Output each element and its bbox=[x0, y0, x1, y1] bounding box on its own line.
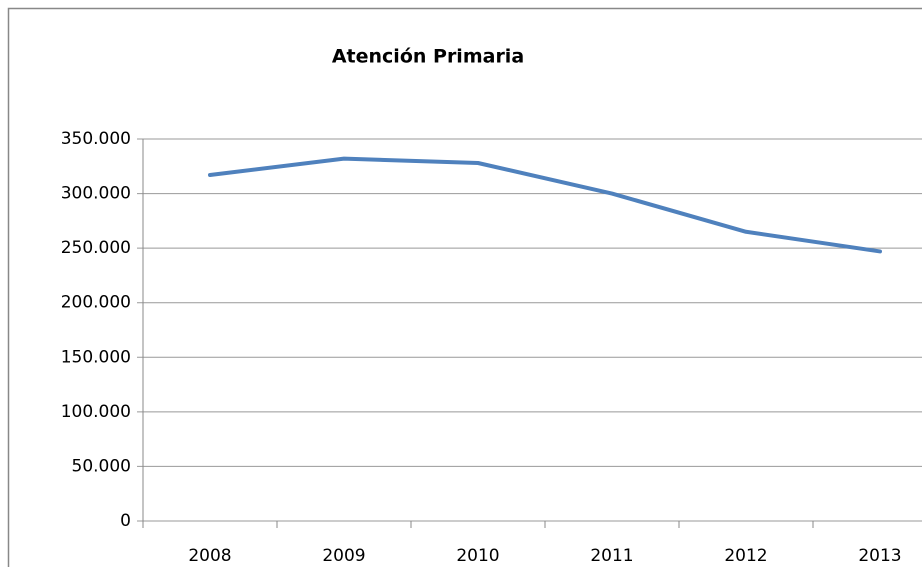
y-tick-label: 250.000 bbox=[61, 238, 131, 258]
y-tick-label: 350.000 bbox=[61, 129, 131, 149]
chart-frame bbox=[7, 7, 922, 567]
x-tick-label: 2009 bbox=[322, 546, 365, 566]
chart-title: Atención Primaria bbox=[332, 46, 524, 68]
y-tick-label: 300.000 bbox=[61, 184, 131, 204]
y-tick-label: 150.000 bbox=[61, 347, 131, 367]
y-tick-label: 50.000 bbox=[72, 456, 131, 476]
x-tick-label: 2010 bbox=[456, 546, 499, 566]
x-tick-label: 2008 bbox=[188, 546, 231, 566]
data-line bbox=[208, 156, 882, 254]
y-tick-label: 0 bbox=[120, 511, 131, 531]
y-tick-label: 100.000 bbox=[61, 402, 131, 422]
x-tick-label: 2013 bbox=[858, 546, 901, 566]
x-tick-label: 2011 bbox=[590, 546, 633, 566]
x-tick-label: 2012 bbox=[724, 546, 767, 566]
y-tick-label: 200.000 bbox=[61, 293, 131, 313]
